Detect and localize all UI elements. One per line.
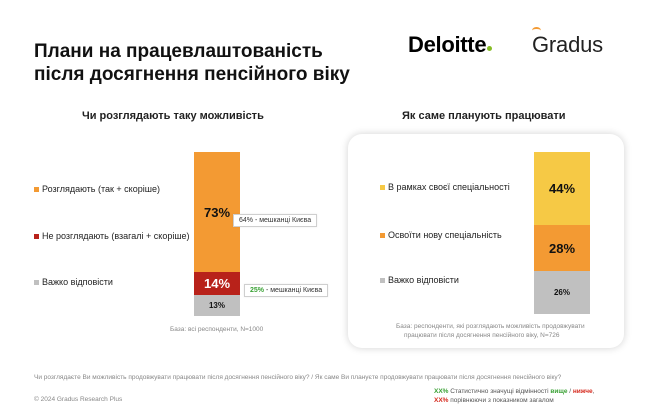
right-segment-2: 26% [534, 271, 590, 314]
gradus-logo-text: Gradus [532, 32, 603, 57]
right-legend-swatch-1 [380, 232, 385, 238]
deloitte-dot-icon [487, 46, 493, 51]
right-segment-1: 28% [534, 225, 590, 271]
deloitte-logo-text: Deloitte [408, 32, 487, 57]
right-legend-item-2: Важко відповісти [380, 275, 459, 285]
right-legend-label-1: Освоїти нову спеціальність [388, 230, 502, 240]
right-legend-item-0: В рамках своєї спеціальності [380, 182, 510, 192]
right-base-note: База: респонденти, які розглядають можли… [396, 322, 585, 340]
right-panel: В рамках своєї спеціальності Освоїти нов… [348, 134, 624, 348]
left-segment-2: 13% [194, 295, 240, 316]
page-title-line-2: після досягнення пенсійного віку [34, 64, 350, 85]
left-legend-swatch-0 [34, 186, 39, 192]
callout-kyiv-25: 25% - мешканці Києва [244, 284, 329, 297]
significance-note-line-2: XX% порівнюючи з показником загалом [434, 397, 554, 404]
footer-question: Чи розглядаєте Ви можливість продовжуват… [34, 374, 562, 381]
left-legend-item-0: Розглядають (так + скоріше) [34, 184, 160, 194]
right-base-note-line-1: База: респонденти, які розглядають можли… [396, 323, 585, 330]
sig-text-2: порівнюючи з показником загалом [448, 397, 554, 404]
right-segment-label-0: 44% [548, 181, 576, 196]
left-legend-item-2: Важко відповісти [34, 277, 113, 287]
right-legend-swatch-2 [380, 277, 385, 283]
gradus-logo: Gradus [532, 27, 603, 58]
right-segment-0: 44% [534, 152, 590, 225]
sig-lower: нижче [572, 388, 593, 395]
significance-note-line-1: XX% Статистично значущі відмінності вище… [434, 388, 594, 395]
page-title: Плани на працевлаштованість після досягн… [34, 40, 394, 86]
right-base-note-line-2: працювати після досягнення пенсійного ві… [404, 332, 560, 339]
gradus-mark-icon [532, 27, 541, 34]
left-segment-label-0: 73% [203, 204, 231, 220]
left-legend-swatch-2 [34, 279, 39, 285]
left-legend-label-0: Розглядають (так + скоріше) [42, 184, 160, 194]
callout-kyiv-25-pct: 25% [250, 287, 265, 294]
right-legend-label-0: В рамках своєї спеціальності [388, 182, 510, 192]
right-segment-label-1: 28% [548, 240, 576, 256]
left-legend-label-2: Важко відповісти [42, 277, 113, 287]
left-segment-0: 73% [194, 152, 240, 272]
sig-slash: / [567, 388, 573, 395]
callout-kyiv-64: 64% - мешканці Києва [233, 214, 318, 227]
left-legend-label-1: Не розглядають (взагалі + скоріше) [42, 231, 190, 241]
right-stacked-bar: 44% 28% 26% [534, 152, 590, 314]
sig-xx-green: XX% [434, 388, 449, 395]
left-segment-label-2: 13% [208, 301, 225, 310]
left-section-title: Чи розглядають таку можливість [82, 110, 264, 122]
left-stacked-bar: 73% 14% 13% [194, 152, 240, 316]
left-base-note: База: всі респонденти, N=1000 [170, 326, 264, 333]
page-title-line-1: Плани на працевлаштованість [34, 41, 323, 62]
left-segment-label-1: 14% [203, 276, 231, 291]
right-section-title: Як саме планують працювати [402, 110, 566, 122]
sig-higher: вище [550, 388, 568, 395]
callout-kyiv-25-text: - мешканці Києва [264, 287, 323, 294]
right-legend-label-2: Важко відповісти [388, 275, 459, 285]
right-segment-label-2: 26% [553, 288, 570, 297]
deloitte-logo: Deloitte [408, 32, 493, 58]
sig-comma: , [592, 388, 595, 395]
right-legend-swatch-0 [380, 184, 385, 190]
footer-copyright: © 2024 Gradus Research Plus [34, 396, 123, 403]
left-legend-item-1: Не розглядають (взагалі + скоріше) [34, 231, 190, 241]
sig-xx-red: XX% [434, 397, 449, 404]
right-legend-item-1: Освоїти нову спеціальність [380, 230, 502, 240]
left-legend-swatch-1 [34, 233, 39, 239]
left-segment-1: 14% [194, 272, 240, 295]
sig-text-1a: Статистично значущі відмінності [448, 388, 551, 395]
